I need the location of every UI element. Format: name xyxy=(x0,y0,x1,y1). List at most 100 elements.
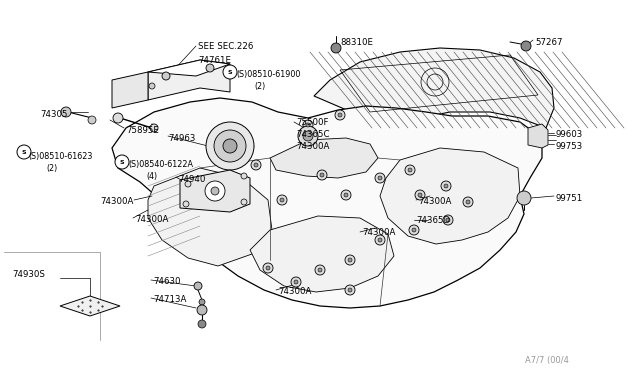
Circle shape xyxy=(162,72,170,80)
Circle shape xyxy=(317,170,327,180)
Circle shape xyxy=(306,123,310,127)
Circle shape xyxy=(341,190,351,200)
Circle shape xyxy=(206,122,254,170)
Circle shape xyxy=(185,181,191,187)
Text: (4): (4) xyxy=(146,172,157,181)
Text: 74930S: 74930S xyxy=(12,270,45,279)
Circle shape xyxy=(251,160,261,170)
Circle shape xyxy=(318,268,322,272)
Circle shape xyxy=(254,163,258,167)
Text: 74305: 74305 xyxy=(40,110,67,119)
Circle shape xyxy=(443,215,453,225)
Circle shape xyxy=(320,173,324,177)
Text: (S)08510-61900: (S)08510-61900 xyxy=(236,70,300,79)
Polygon shape xyxy=(148,60,230,100)
Text: SEE SEC.226: SEE SEC.226 xyxy=(198,42,253,51)
Polygon shape xyxy=(148,168,272,266)
Circle shape xyxy=(338,113,342,117)
Circle shape xyxy=(331,43,341,53)
Circle shape xyxy=(266,266,270,270)
Circle shape xyxy=(441,181,451,191)
Text: 75500F: 75500F xyxy=(296,118,328,127)
Circle shape xyxy=(303,131,313,141)
Circle shape xyxy=(194,282,202,290)
Circle shape xyxy=(223,65,237,79)
Polygon shape xyxy=(148,60,230,76)
Polygon shape xyxy=(60,296,120,316)
Text: (S)08540-6122A: (S)08540-6122A xyxy=(128,160,193,169)
Circle shape xyxy=(345,255,355,265)
Circle shape xyxy=(199,299,205,305)
Circle shape xyxy=(263,263,273,273)
Circle shape xyxy=(344,193,348,197)
Circle shape xyxy=(409,225,419,235)
Polygon shape xyxy=(380,148,520,244)
Text: S: S xyxy=(22,150,26,154)
Text: 74365D: 74365D xyxy=(416,216,450,225)
Circle shape xyxy=(446,218,450,222)
Text: 74761E: 74761E xyxy=(198,56,231,65)
Text: 74300A: 74300A xyxy=(278,287,312,296)
Text: 74300A: 74300A xyxy=(135,215,168,224)
Polygon shape xyxy=(250,216,394,292)
Text: 99753: 99753 xyxy=(556,142,583,151)
Circle shape xyxy=(517,191,531,205)
Circle shape xyxy=(277,195,287,205)
Circle shape xyxy=(345,285,355,295)
Text: (S)08510-61623: (S)08510-61623 xyxy=(28,152,92,161)
Text: 74365C: 74365C xyxy=(296,130,330,139)
Circle shape xyxy=(280,198,284,202)
Circle shape xyxy=(415,190,425,200)
Circle shape xyxy=(521,41,531,51)
Polygon shape xyxy=(112,72,148,108)
Circle shape xyxy=(418,193,422,197)
Circle shape xyxy=(291,277,301,287)
Circle shape xyxy=(335,110,345,120)
Circle shape xyxy=(315,265,325,275)
Text: 74300A: 74300A xyxy=(418,197,451,206)
Circle shape xyxy=(303,120,313,130)
Circle shape xyxy=(88,116,96,124)
Circle shape xyxy=(197,305,207,315)
Polygon shape xyxy=(112,98,542,308)
Circle shape xyxy=(241,173,247,179)
Circle shape xyxy=(183,201,189,207)
Circle shape xyxy=(444,184,448,188)
Text: 74713A: 74713A xyxy=(153,295,186,304)
Circle shape xyxy=(378,238,382,242)
Polygon shape xyxy=(528,124,548,148)
Circle shape xyxy=(113,113,123,123)
Circle shape xyxy=(149,83,155,89)
Circle shape xyxy=(298,126,318,146)
Polygon shape xyxy=(180,170,250,212)
Circle shape xyxy=(378,176,382,180)
Circle shape xyxy=(205,181,225,201)
Circle shape xyxy=(408,168,412,172)
Circle shape xyxy=(466,200,470,204)
Circle shape xyxy=(115,155,129,169)
Text: 74300A: 74300A xyxy=(362,228,396,237)
Text: (2): (2) xyxy=(46,164,57,173)
Text: 99603: 99603 xyxy=(556,130,583,139)
Circle shape xyxy=(214,130,246,162)
Circle shape xyxy=(211,187,219,195)
Circle shape xyxy=(348,288,352,292)
Circle shape xyxy=(223,139,237,153)
Circle shape xyxy=(375,235,385,245)
Circle shape xyxy=(198,320,206,328)
Circle shape xyxy=(375,173,385,183)
Polygon shape xyxy=(270,138,378,178)
Circle shape xyxy=(61,107,71,117)
Text: S: S xyxy=(228,70,232,74)
Text: 74300A: 74300A xyxy=(296,142,330,151)
Circle shape xyxy=(241,199,247,205)
Circle shape xyxy=(412,228,416,232)
Text: 99751: 99751 xyxy=(556,194,583,203)
Text: 88310E: 88310E xyxy=(340,38,373,47)
Circle shape xyxy=(463,197,473,207)
Text: 74300A: 74300A xyxy=(100,197,133,206)
Text: (2): (2) xyxy=(254,82,265,91)
Circle shape xyxy=(348,258,352,262)
Text: 74630: 74630 xyxy=(153,277,180,286)
Circle shape xyxy=(17,145,31,159)
